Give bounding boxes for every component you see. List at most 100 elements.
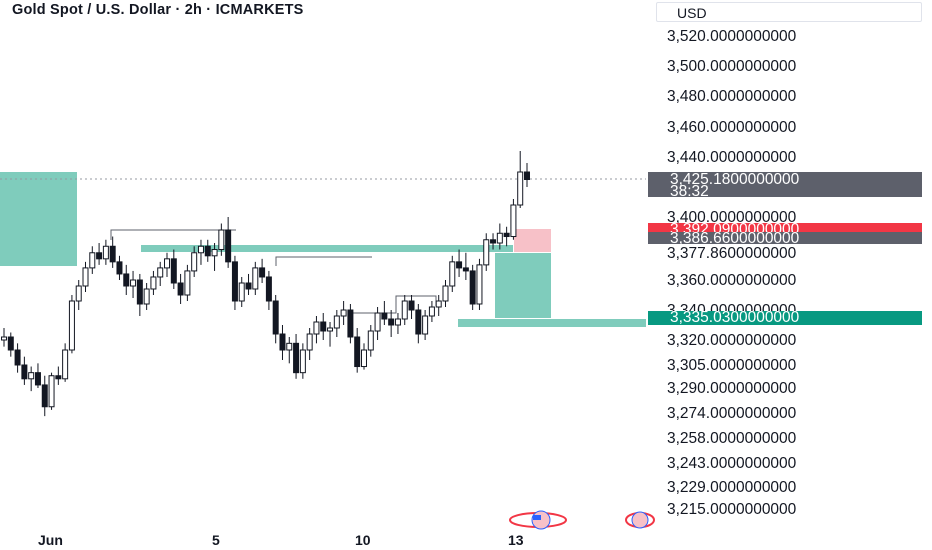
price-tag-label: 3,425.1800000000 [670, 171, 800, 188]
candle-down [503, 232, 510, 238]
candle-down [279, 333, 286, 351]
demand-zone-bottom [458, 319, 646, 327]
structure-line-2 [275, 256, 372, 266]
candle-up [164, 258, 171, 269]
candle-down [109, 245, 116, 263]
price-tag-dark [648, 172, 922, 197]
candle-up [517, 171, 524, 206]
date-tick-label: 10 [355, 532, 371, 548]
price-tag-label: 3,386.6600000000 [670, 230, 800, 247]
candle-down [490, 239, 497, 244]
candle-up [286, 342, 293, 351]
candle-up [333, 315, 340, 329]
candle-up [340, 309, 347, 317]
candle-up [130, 279, 137, 287]
candle-up [442, 285, 449, 302]
price-tick-label: 3,229.0000000000 [667, 479, 797, 496]
price-tick-label: 3,320.0000000000 [667, 332, 797, 349]
candle-up [252, 267, 259, 290]
candle-up [394, 318, 401, 326]
candle-down [456, 261, 463, 269]
candle-down [265, 276, 272, 302]
candle-up [238, 282, 245, 302]
candle-up [1, 336, 7, 341]
date-tick-label: 13 [508, 532, 524, 548]
candle-up [299, 349, 306, 374]
price-tick-label: 3,360.0000000000 [667, 272, 797, 289]
candle-down [21, 364, 28, 380]
candle-down [293, 342, 300, 374]
candle-up [184, 270, 191, 296]
candle-down [415, 309, 422, 335]
candle-up [48, 375, 55, 408]
price-tick-label: 3,480.0000000000 [667, 88, 797, 105]
candle-down [96, 252, 103, 260]
time-axis[interactable]: Jun 5 10 13 [38, 532, 524, 548]
candle-up [327, 327, 334, 332]
candle-up [428, 306, 435, 317]
candle-down [354, 336, 361, 368]
price-tag-green [648, 311, 922, 325]
us-flag-event-icon-2[interactable] [625, 511, 655, 529]
price-axis[interactable]: 3,520.0000000000 3,500.0000000000 3,480.00… [667, 28, 797, 518]
candle-down [408, 300, 415, 311]
price-tick-label: 3,274.0000000000 [667, 405, 797, 422]
candle-up [68, 300, 75, 351]
price-tick-label: 3,243.0000000000 [667, 455, 797, 472]
candle-down [7, 336, 14, 351]
price-tag-dark [648, 232, 922, 244]
candle-down [204, 245, 211, 257]
candle-up [82, 267, 89, 287]
candle-up [218, 229, 225, 251]
candle-up [62, 349, 69, 380]
price-tag-label: 3,335.0300000000 [670, 309, 800, 326]
date-tick-label: 5 [212, 532, 220, 548]
candle-up [102, 245, 109, 260]
us-flag-event-icon[interactable] [509, 510, 567, 530]
candlestick-series [1, 151, 530, 417]
supply-zone-pink [514, 229, 551, 252]
chart-title: Gold Spot / U.S. Dollar · 2h · ICMARKETS [12, 2, 304, 18]
candle-down [34, 372, 41, 386]
candle-up [306, 333, 313, 351]
price-tick-label: 3,377.8600000000 [667, 245, 797, 262]
candle-up [143, 288, 150, 305]
candle-up [157, 267, 164, 278]
candle-down [259, 267, 266, 278]
candle-down [177, 282, 184, 296]
candle-up [510, 204, 517, 238]
date-tick-label: Jun [38, 532, 63, 548]
candle-up [435, 300, 442, 308]
candle-down [231, 261, 238, 302]
candle-down [170, 258, 177, 284]
candle-up [401, 300, 408, 320]
candle-up [75, 285, 82, 302]
price-tick-label: 3,400.0000000000 [667, 209, 797, 226]
candle-up [483, 239, 490, 266]
candle-down [347, 309, 354, 338]
candle-up [150, 276, 157, 290]
candle-down [55, 375, 62, 380]
structure-line-1 [110, 229, 236, 240]
price-tick-label: 3,215.0000000000 [667, 501, 797, 518]
candle-down [524, 171, 530, 180]
price-tick-label: 3,520.0000000000 [667, 28, 797, 45]
price-tick-label: 3,500.0000000000 [667, 58, 797, 75]
candle-up [449, 261, 456, 287]
price-tick-label: 3,258.0000000000 [667, 430, 797, 447]
price-tags: 3,425.180000000038:323,392.09000000003,3… [648, 171, 922, 326]
candle-down [469, 270, 476, 305]
price-tick-label: 3,440.0000000000 [667, 149, 797, 166]
demand-zone-left [0, 172, 77, 266]
candle-up [313, 321, 320, 335]
fvg-zone-right [495, 253, 551, 318]
candle-down [116, 261, 123, 275]
candle-up [476, 264, 483, 305]
candle-up [422, 315, 429, 335]
currency-selector[interactable]: USD [656, 2, 922, 22]
candle-up [211, 249, 218, 257]
fvg-zone-middle [141, 245, 513, 252]
candle-down [225, 229, 232, 263]
candle-up [197, 245, 204, 254]
